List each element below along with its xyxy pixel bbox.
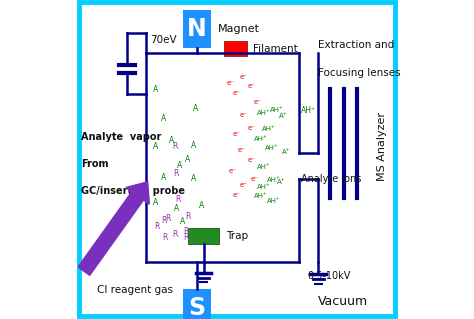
Text: e⁻: e⁻ <box>239 182 247 188</box>
Text: R: R <box>172 230 177 239</box>
Text: A: A <box>193 104 198 113</box>
FancyBboxPatch shape <box>183 10 211 48</box>
Text: R: R <box>163 233 168 242</box>
FancyBboxPatch shape <box>79 2 395 316</box>
Text: A: A <box>177 161 182 170</box>
Text: A: A <box>161 173 166 182</box>
Text: R: R <box>166 214 171 223</box>
Text: N: N <box>187 17 207 41</box>
Text: A⁺: A⁺ <box>279 114 288 119</box>
Text: A: A <box>174 204 179 213</box>
Text: R: R <box>161 216 166 225</box>
Text: R: R <box>155 222 160 231</box>
Text: e⁻: e⁻ <box>233 90 241 95</box>
Text: A: A <box>153 142 158 151</box>
Text: R: R <box>183 233 189 242</box>
Text: A: A <box>161 114 166 122</box>
Text: e⁻: e⁻ <box>238 147 246 153</box>
Text: R: R <box>175 195 181 204</box>
Text: A: A <box>180 217 185 226</box>
Text: AH⁺: AH⁺ <box>257 110 271 116</box>
FancyBboxPatch shape <box>183 289 211 319</box>
Text: A⁺: A⁺ <box>282 149 291 154</box>
Text: A: A <box>153 198 158 207</box>
Text: From: From <box>81 159 108 169</box>
Text: R: R <box>173 169 179 178</box>
Text: A: A <box>153 85 158 94</box>
FancyArrow shape <box>78 182 149 275</box>
Text: AH⁺: AH⁺ <box>257 184 271 189</box>
Text: AH⁺: AH⁺ <box>267 177 281 183</box>
Text: 0.5-10kV: 0.5-10kV <box>307 271 351 281</box>
Text: GC/insertion probe: GC/insertion probe <box>81 186 185 197</box>
Text: A: A <box>191 174 197 183</box>
Text: R: R <box>183 227 189 236</box>
Text: e⁻: e⁻ <box>239 74 247 79</box>
Text: R: R <box>185 212 190 221</box>
Text: A: A <box>169 136 174 145</box>
Text: MS Analyzer: MS Analyzer <box>377 112 387 181</box>
Text: AH⁺: AH⁺ <box>254 193 268 199</box>
Text: A: A <box>199 201 205 210</box>
Text: e⁻: e⁻ <box>254 99 262 105</box>
Text: CI reagent gas: CI reagent gas <box>97 285 173 295</box>
Text: e⁻: e⁻ <box>247 83 255 89</box>
Text: A: A <box>191 141 197 150</box>
Text: e⁻: e⁻ <box>247 125 255 130</box>
Text: Filament: Filament <box>253 44 298 54</box>
Text: e⁻: e⁻ <box>239 112 247 118</box>
Text: AH⁺: AH⁺ <box>257 165 271 170</box>
Text: Focusing lenses: Focusing lenses <box>319 68 401 78</box>
Text: e⁻: e⁻ <box>247 157 255 162</box>
Text: e⁻: e⁻ <box>227 80 235 86</box>
Text: e⁻: e⁻ <box>233 192 241 197</box>
Text: Trap: Trap <box>226 231 248 241</box>
Text: AH⁺: AH⁺ <box>267 198 281 204</box>
FancyBboxPatch shape <box>188 228 219 244</box>
Text: AH⁺: AH⁺ <box>270 107 284 113</box>
Text: A⁺: A⁺ <box>277 179 286 185</box>
Text: AH⁺: AH⁺ <box>301 106 316 115</box>
Text: AH⁺: AH⁺ <box>262 126 276 132</box>
Text: AH⁺: AH⁺ <box>254 136 268 142</box>
Text: e⁻: e⁻ <box>228 168 236 174</box>
Text: 70eV: 70eV <box>150 35 177 45</box>
Text: Vacuum: Vacuum <box>319 295 368 308</box>
Text: R: R <box>172 142 177 151</box>
Text: AH⁺: AH⁺ <box>265 145 279 151</box>
Text: Analyte  vapor: Analyte vapor <box>81 132 161 142</box>
Text: Analyte ions: Analyte ions <box>301 174 361 184</box>
Text: Magnet: Magnet <box>218 24 260 34</box>
Text: e⁻: e⁻ <box>251 176 258 182</box>
Text: A: A <box>185 155 190 164</box>
Text: e⁻: e⁻ <box>233 131 241 137</box>
Text: S: S <box>189 296 206 319</box>
Text: Extraction and: Extraction and <box>319 40 394 50</box>
FancyBboxPatch shape <box>224 41 246 56</box>
